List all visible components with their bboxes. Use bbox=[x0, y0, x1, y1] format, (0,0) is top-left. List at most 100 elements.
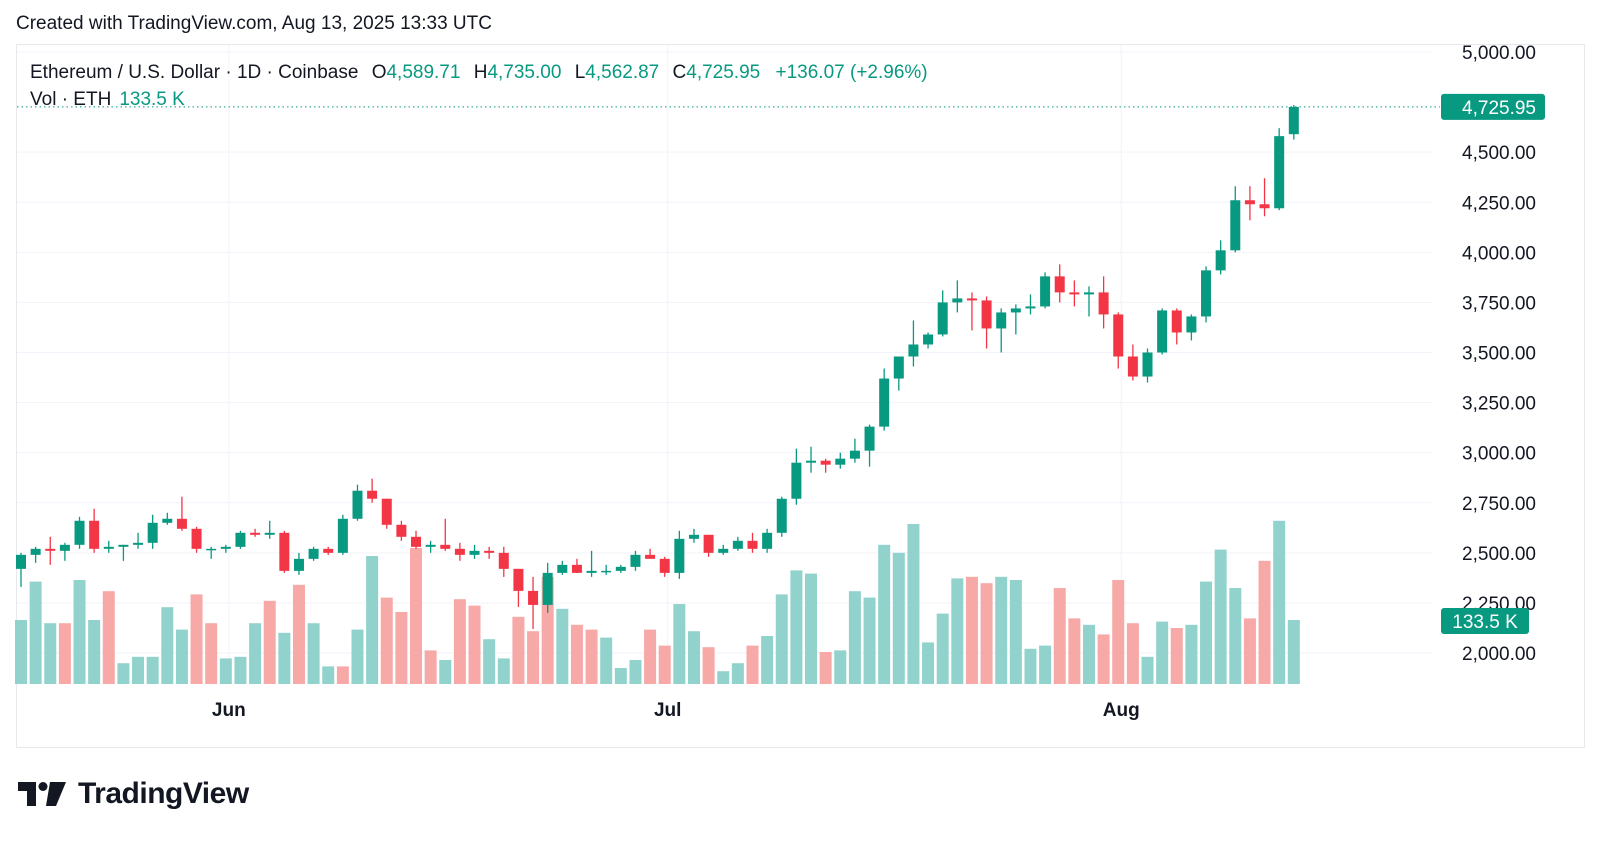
volume-bar bbox=[58, 623, 71, 684]
candle-body bbox=[966, 298, 977, 301]
candle-body bbox=[1025, 306, 1036, 309]
candle-body bbox=[206, 548, 217, 551]
volume-bar bbox=[761, 636, 774, 684]
volume-bar bbox=[1243, 618, 1256, 684]
candle-body bbox=[1083, 292, 1094, 295]
volume-bar bbox=[1185, 624, 1198, 684]
volume-bar bbox=[658, 645, 671, 684]
volume-bar bbox=[1141, 656, 1154, 684]
price-tick-label: 3,750.00 bbox=[1462, 293, 1536, 314]
volume-bar bbox=[468, 605, 481, 684]
volume-bar bbox=[351, 629, 364, 684]
candle-body bbox=[220, 546, 231, 549]
candle-body bbox=[133, 542, 144, 545]
candle-body bbox=[645, 554, 656, 559]
price-tick-label: 2,750.00 bbox=[1462, 494, 1536, 515]
volume-bar bbox=[570, 624, 583, 684]
candle-body bbox=[1127, 356, 1138, 377]
volume-bar bbox=[1170, 628, 1183, 684]
legend-ohlc-row: Ethereum / U.S. Dollar · 1D · Coinbase O… bbox=[30, 59, 928, 86]
candle-body bbox=[586, 570, 597, 573]
last-price-tag-text: 4,725.95 bbox=[1462, 98, 1536, 119]
candle-body bbox=[732, 540, 743, 549]
legend-change: +136.07 (+2.96%) bbox=[775, 62, 928, 83]
candle-body bbox=[718, 548, 729, 553]
candle-body bbox=[176, 518, 187, 529]
volume-bar bbox=[395, 612, 408, 684]
candle-body bbox=[469, 550, 480, 555]
volume-bar bbox=[819, 652, 832, 684]
volume-bar bbox=[410, 548, 423, 684]
created-with-caption: Created with TradingView.com, Aug 13, 20… bbox=[16, 13, 492, 34]
volume-bar bbox=[907, 524, 920, 684]
volume-bar bbox=[995, 576, 1008, 684]
volume-bar bbox=[805, 573, 818, 684]
volume-bar bbox=[600, 637, 613, 684]
candle-body bbox=[1288, 106, 1299, 135]
candle-body bbox=[293, 558, 304, 571]
volume-bar bbox=[336, 666, 349, 684]
axis-tags: 4,725.95 133.5 K bbox=[17, 93, 1545, 634]
candle-body bbox=[147, 522, 158, 543]
candle-body bbox=[323, 548, 334, 553]
tradingview-logo[interactable]: TradingView bbox=[18, 777, 249, 811]
candle-body bbox=[849, 450, 860, 459]
time-axis-label: Aug bbox=[1103, 700, 1140, 721]
candle-body bbox=[352, 490, 363, 519]
volume-bar bbox=[205, 623, 218, 684]
candle-body bbox=[1230, 200, 1241, 251]
candle-body bbox=[16, 554, 26, 569]
candle-body bbox=[498, 552, 509, 569]
candle-body bbox=[396, 524, 407, 537]
volume-bar bbox=[980, 583, 993, 684]
volume-bar bbox=[585, 629, 598, 684]
legend-low-label: L bbox=[574, 62, 586, 83]
volume-bar bbox=[117, 663, 130, 684]
price-tick-label: 4,000.00 bbox=[1462, 243, 1536, 264]
candle-body bbox=[103, 546, 114, 549]
volume-bar bbox=[292, 584, 305, 684]
candle-body bbox=[601, 570, 612, 573]
last-price-tag bbox=[1441, 93, 1545, 120]
legend-high-label: H bbox=[473, 62, 488, 83]
candle-body bbox=[425, 544, 436, 547]
candle-body bbox=[484, 550, 495, 553]
candle-body bbox=[659, 558, 670, 573]
candle-body bbox=[1186, 316, 1197, 333]
legend-symbol[interactable]: Ethereum / U.S. Dollar · 1D · Coinbase bbox=[30, 62, 359, 83]
volume-bar bbox=[234, 656, 247, 684]
volume-bar bbox=[1009, 580, 1022, 684]
volume-bar bbox=[1082, 624, 1095, 684]
legend-volume-row: Vol · ETH 133.5 K bbox=[30, 86, 928, 113]
volume-bar bbox=[1126, 623, 1139, 684]
candle-body bbox=[762, 532, 773, 549]
chart-area[interactable]: 2,000.002,250.002,500.002,750.003,000.00… bbox=[0, 0, 1600, 760]
price-tick-label: 3,000.00 bbox=[1462, 444, 1536, 465]
candle-body bbox=[937, 302, 948, 335]
chart-frame bbox=[16, 44, 1585, 748]
volume-bar bbox=[88, 620, 101, 684]
volume-bar bbox=[1229, 588, 1242, 684]
volume-bar bbox=[175, 629, 188, 684]
volume-bar bbox=[790, 570, 803, 684]
candle-body bbox=[893, 356, 904, 379]
candle-body bbox=[688, 534, 699, 539]
candle-body bbox=[835, 458, 846, 465]
candle-body bbox=[1157, 310, 1168, 353]
candle-body bbox=[250, 532, 261, 535]
volume-bar bbox=[614, 668, 627, 684]
candle-body bbox=[235, 532, 246, 547]
price-tick-label: 4,250.00 bbox=[1462, 193, 1536, 214]
legend-volume-label[interactable]: Vol · ETH bbox=[30, 89, 112, 110]
price-tick-label: 5,000.00 bbox=[1462, 43, 1536, 64]
legend-close-value: 4,725.95 bbox=[686, 62, 761, 83]
legend-low-value: 4,562.87 bbox=[585, 62, 660, 83]
candle-body bbox=[1259, 204, 1270, 209]
candle-body bbox=[528, 590, 539, 605]
candles bbox=[16, 105, 1299, 629]
volume-bar bbox=[15, 620, 27, 684]
candle-body bbox=[513, 568, 524, 591]
volume-bar bbox=[29, 581, 42, 684]
chart-legend: Ethereum / U.S. Dollar · 1D · Coinbase O… bbox=[30, 59, 928, 113]
volume-bar bbox=[1258, 560, 1271, 684]
